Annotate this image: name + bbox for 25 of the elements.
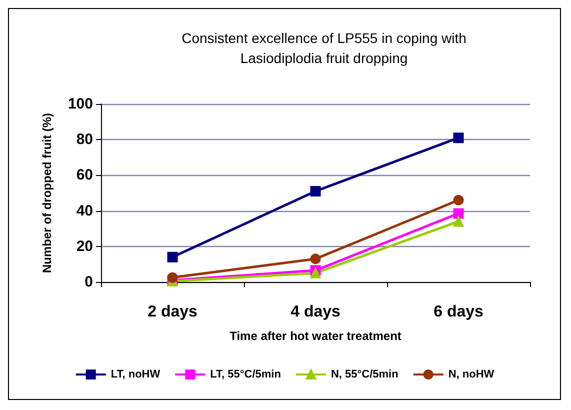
y-tick-label: 0	[84, 274, 93, 290]
point	[310, 268, 321, 278]
point	[453, 208, 464, 219]
y-tick-label: 20	[76, 238, 93, 255]
y-tick-label: 80	[76, 131, 93, 148]
point	[453, 216, 464, 227]
point	[167, 252, 178, 262]
legend-label: LT, noHW	[110, 368, 161, 380]
x-tick-label: 2 days	[148, 304, 198, 320]
x-axis-title: Time after hot water treatment	[230, 329, 402, 343]
y-tick-label: 100	[68, 96, 93, 112]
point	[453, 194, 464, 206]
x-tick-label: 6 days	[434, 304, 484, 320]
legend-label: LT, 55°C/5min	[210, 368, 282, 380]
point	[453, 132, 464, 144]
chart-title: Consistent excellence of LP555 in coping with Lasiodiplodia fruit dropping	[182, 30, 466, 66]
legend-label: N, noHW	[448, 368, 495, 380]
legend-label: N, 55°C/5min	[330, 368, 399, 380]
x-tick-label: 4 days	[290, 304, 341, 320]
y-tick-label: 40	[76, 202, 93, 220]
y-axis-title: Number of dropped fruit (%)	[40, 113, 54, 273]
point	[167, 272, 178, 283]
point	[310, 186, 321, 196]
point	[310, 254, 321, 264]
y-tick-label: 60	[76, 166, 93, 184]
